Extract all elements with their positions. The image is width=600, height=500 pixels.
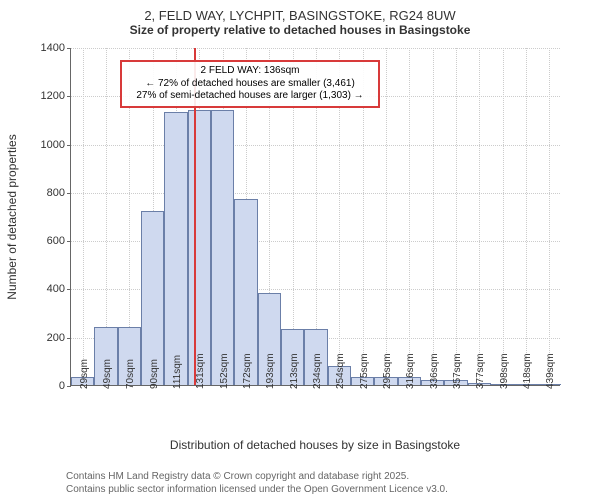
x-tick-label: 111sqm [172,355,183,389]
x-tick-label: 90sqm [149,359,160,389]
x-tick-label: 316sqm [405,353,416,389]
histogram-bar [164,112,187,385]
x-tick-label: 336sqm [429,353,440,389]
x-axis-label: Distribution of detached houses by size … [170,438,460,452]
annotation-line3: 27% of semi-detached houses are larger (… [128,90,372,103]
x-tick-label: 152sqm [219,353,230,389]
x-tick-label: 254sqm [335,353,346,389]
y-tick-mark [67,193,71,194]
gridline-v [549,48,550,385]
x-tick-label: 357sqm [452,353,463,389]
x-tick-label: 377sqm [475,353,486,389]
chart-title-address: 2, FELD WAY, LYCHPIT, BASINGSTOKE, RG24 … [0,0,600,23]
x-tick-label: 29sqm [79,359,90,389]
gridline-v [456,48,457,385]
footer-line1: Contains HM Land Registry data © Crown c… [66,470,448,483]
x-tick-label: 172sqm [242,353,253,389]
x-tick-label: 70sqm [125,359,136,389]
y-tick-mark [67,145,71,146]
y-tick-mark [67,386,71,387]
annotation-line1: 2 FELD WAY: 136sqm [128,65,372,78]
x-tick-label: 213sqm [289,353,300,389]
annotation-line2: ← 72% of detached houses are smaller (3,… [128,78,372,91]
footer-line2: Contains public sector information licen… [66,483,448,496]
x-tick-label: 398sqm [499,353,510,389]
histogram-bar [211,110,234,385]
gridline-v [433,48,434,385]
gridline-v [386,48,387,385]
x-tick-label: 49sqm [102,359,113,389]
x-tick-label: 131sqm [195,353,206,389]
x-tick-label: 295sqm [382,353,393,389]
y-tick-mark [67,338,71,339]
gridline-v [503,48,504,385]
x-tick-label: 418sqm [522,353,533,389]
y-tick-mark [67,241,71,242]
annotation-box: 2 FELD WAY: 136sqm ← 72% of detached hou… [120,60,380,108]
chart-title-subtitle: Size of property relative to detached ho… [0,23,600,41]
histogram-bar [188,110,211,385]
y-tick-mark [67,96,71,97]
x-tick-label: 439sqm [545,353,556,389]
gridline-v [409,48,410,385]
x-tick-label: 234sqm [312,353,323,389]
y-tick-mark [67,48,71,49]
footer-attribution: Contains HM Land Registry data © Crown c… [66,470,448,496]
gridline-v [83,48,84,385]
x-tick-label: 275sqm [359,353,370,389]
y-tick-mark [67,289,71,290]
x-tick-label: 193sqm [265,353,276,389]
gridline-v [479,48,480,385]
gridline-v [526,48,527,385]
y-axis-label: Number of detached properties [5,134,19,299]
